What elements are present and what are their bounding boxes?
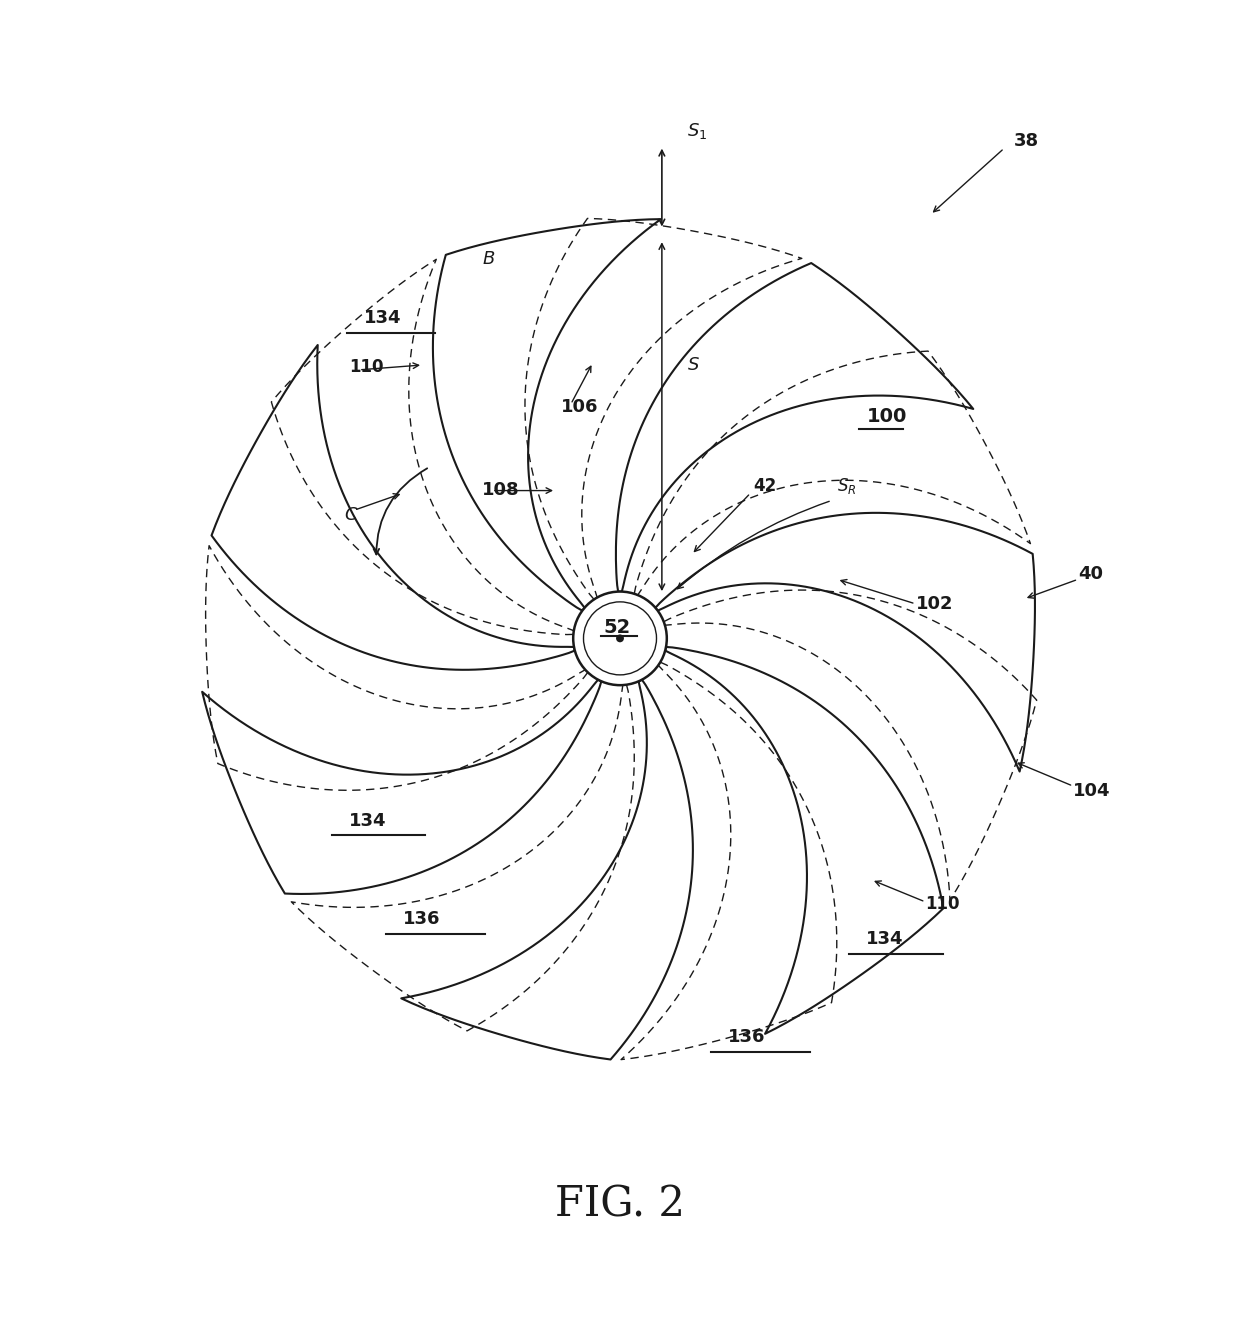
Text: $S_1$: $S_1$ xyxy=(687,121,707,141)
Text: FIG. 2: FIG. 2 xyxy=(556,1184,684,1227)
Text: $B$: $B$ xyxy=(482,249,495,268)
Text: 136: 136 xyxy=(728,1029,766,1046)
Circle shape xyxy=(616,634,624,642)
Text: 110: 110 xyxy=(925,895,960,914)
Text: 108: 108 xyxy=(482,481,520,500)
Text: 102: 102 xyxy=(915,595,954,613)
Text: 100: 100 xyxy=(867,407,906,426)
Text: 134: 134 xyxy=(867,930,904,948)
Text: 134: 134 xyxy=(348,812,387,830)
Text: 106: 106 xyxy=(560,398,599,416)
Text: 40: 40 xyxy=(1078,565,1104,583)
Text: $C$: $C$ xyxy=(345,507,358,524)
Text: $S$: $S$ xyxy=(687,355,699,374)
Text: 134: 134 xyxy=(363,309,402,328)
Circle shape xyxy=(573,591,667,686)
Text: $S_R$: $S_R$ xyxy=(837,476,857,496)
Text: 38: 38 xyxy=(1014,131,1039,150)
Text: 136: 136 xyxy=(403,910,440,928)
Text: 52: 52 xyxy=(604,618,631,636)
Text: 110: 110 xyxy=(348,358,383,377)
Text: 42: 42 xyxy=(753,476,776,495)
Text: 104: 104 xyxy=(1074,782,1111,800)
